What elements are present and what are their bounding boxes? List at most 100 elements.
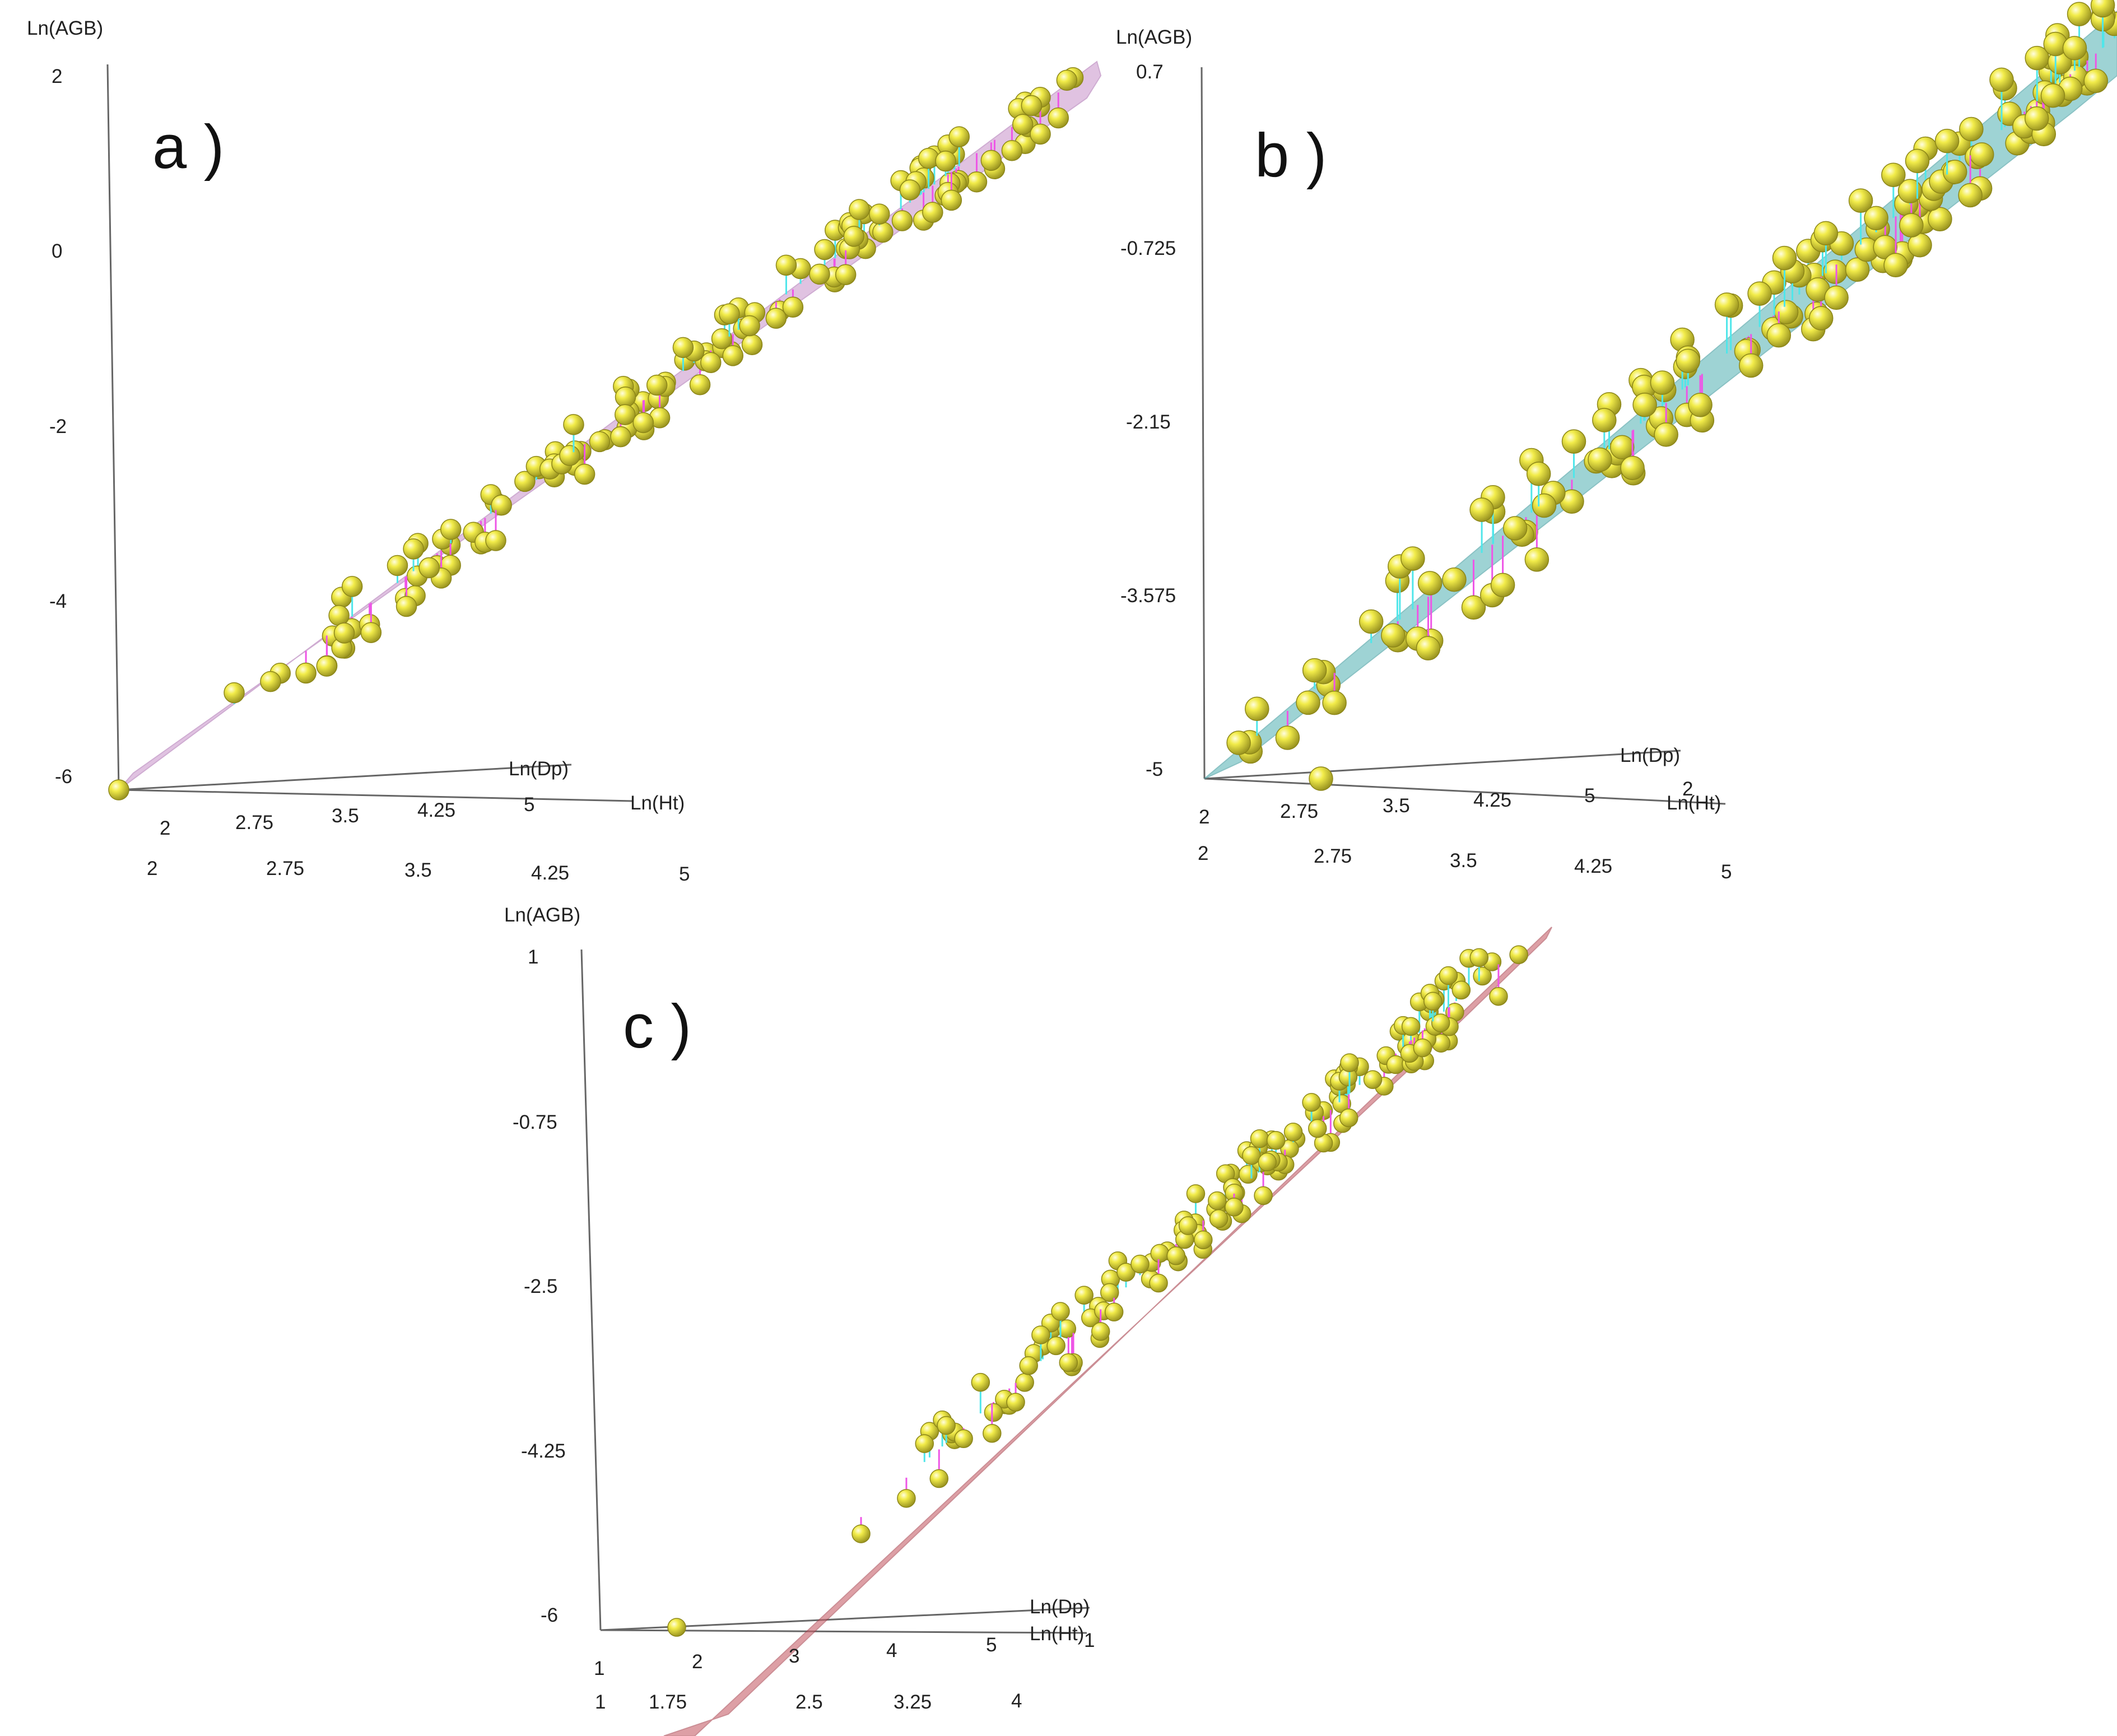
data-point xyxy=(1928,207,1952,231)
data-point xyxy=(741,334,763,356)
data-point xyxy=(941,189,962,211)
data-point xyxy=(843,226,864,247)
panel-c-ht-axis-label: Ln(Ht) xyxy=(1030,1623,1084,1645)
data-point xyxy=(1339,1108,1358,1128)
data-point xyxy=(1809,306,1834,331)
panel-a-z-tick-1: 2 xyxy=(52,66,62,87)
data-point xyxy=(966,171,988,193)
panel-a-ht-axis xyxy=(118,789,634,802)
panel-b-dp-tick-4: 4.25 xyxy=(1473,789,1511,811)
data-point xyxy=(1509,945,1528,964)
panel-b-label: b ) xyxy=(1255,121,1327,190)
data-point xyxy=(1654,422,1678,447)
panel-a-ht-tick-4: 4.25 xyxy=(531,862,569,884)
data-point xyxy=(1524,547,1550,572)
data-point xyxy=(1461,595,1486,620)
panel-b-dp-tick-2: 2.75 xyxy=(1280,800,1318,822)
data-point xyxy=(1226,730,1251,755)
data-point xyxy=(1051,1302,1070,1321)
data-point-origin xyxy=(667,1618,686,1637)
data-point xyxy=(1813,221,1839,246)
data-point xyxy=(1934,128,1960,153)
data-point xyxy=(1006,1393,1025,1412)
panel-a-dp-tick-5: 5 xyxy=(524,794,534,816)
data-point xyxy=(849,199,870,220)
data-point xyxy=(1100,1283,1119,1302)
data-point xyxy=(295,662,317,684)
panel-a-ht-tick-2: 2.75 xyxy=(266,858,304,879)
data-point xyxy=(891,210,913,231)
data-point xyxy=(897,1489,916,1508)
data-point xyxy=(2090,0,2115,18)
panel-b-dp-tick-5: 5 xyxy=(1584,785,1595,807)
data-point xyxy=(1015,1373,1034,1392)
data-point xyxy=(1413,1038,1432,1058)
data-point xyxy=(1363,1070,1383,1090)
data-point xyxy=(980,150,1002,171)
panel-c-ht-tick-4: 3.25 xyxy=(894,1691,932,1713)
panel-c-fitted-surface xyxy=(663,927,1552,1736)
data-point xyxy=(809,263,830,285)
data-point xyxy=(775,254,797,276)
panel-c-dp-tick-1: 1 xyxy=(594,1658,604,1679)
data-point xyxy=(1275,725,1300,750)
data-point xyxy=(387,555,408,576)
panel-b-z-tick-2: -0.725 xyxy=(1120,238,1176,259)
data-point xyxy=(1958,183,1983,208)
data-point xyxy=(563,414,584,435)
data-point xyxy=(1178,1216,1198,1235)
panel-b-points xyxy=(1226,0,2117,791)
panel-c-z-tick-3: -2.5 xyxy=(524,1276,557,1297)
data-point xyxy=(1883,253,1908,277)
data-point xyxy=(1469,948,1489,967)
data-point xyxy=(1688,393,1713,417)
panel-b-z-tick-4: -3.575 xyxy=(1120,585,1176,607)
data-point xyxy=(1588,447,1612,472)
panel-a-dp-axis-label: Ln(Dp) xyxy=(509,758,569,780)
panel-b: b ) Ln(AGB) 0.7 -0.725 -2.15 -3.575 -5 2… xyxy=(1116,0,2117,883)
data-point xyxy=(559,445,580,466)
panel-b-ht-tick-2: 2.75 xyxy=(1314,845,1352,867)
panel-a-dp-tick-1: 2 xyxy=(160,817,170,839)
panel-a-ht-tick-3: 3.5 xyxy=(404,859,432,881)
panel-c-z-tick-2: -0.75 xyxy=(513,1111,557,1133)
data-point xyxy=(1302,658,1327,683)
panel-a-z-tick-3: -2 xyxy=(49,416,67,438)
data-point xyxy=(485,530,506,551)
data-point xyxy=(899,179,921,201)
data-point xyxy=(610,426,631,448)
panel-c-dp-tick-2: 2 xyxy=(692,1651,702,1673)
data-point xyxy=(2083,68,2108,94)
data-point xyxy=(1620,455,1645,481)
data-point xyxy=(814,239,835,260)
data-point xyxy=(872,221,894,243)
data-point xyxy=(1245,696,1269,722)
data-point xyxy=(1019,1356,1038,1375)
data-point xyxy=(971,1372,990,1392)
data-point xyxy=(1254,1186,1273,1206)
data-point xyxy=(589,431,611,453)
data-point xyxy=(1650,370,1675,395)
data-point xyxy=(1609,435,1635,460)
data-point xyxy=(1989,67,2014,92)
data-point xyxy=(1012,114,1034,135)
data-point xyxy=(1308,1119,1327,1138)
data-point xyxy=(2040,83,2065,108)
data-point xyxy=(333,622,355,644)
panel-b-ht-tick-5: 5 xyxy=(1721,861,1732,883)
data-point xyxy=(1056,69,1078,91)
data-point xyxy=(1194,1230,1213,1250)
panel-c-ht-extra-tick: 1 xyxy=(1084,1630,1095,1651)
data-point xyxy=(722,345,744,366)
data-point xyxy=(835,264,857,286)
panel-c-dp-axis-label: Ln(Dp) xyxy=(1030,1596,1090,1618)
panel-b-z-tick-5: -5 xyxy=(1146,758,1163,780)
data-point xyxy=(1959,117,1984,142)
data-point xyxy=(1030,123,1051,145)
data-point xyxy=(1116,1263,1136,1282)
data-point xyxy=(1186,1184,1206,1203)
data-point xyxy=(1969,142,1994,167)
data-point xyxy=(672,337,694,359)
panel-a: a ) Ln(AGB) 2 0 -2 -4 -6 2 2.75 3.5 4.25… xyxy=(27,17,1102,885)
data-point xyxy=(615,386,636,408)
